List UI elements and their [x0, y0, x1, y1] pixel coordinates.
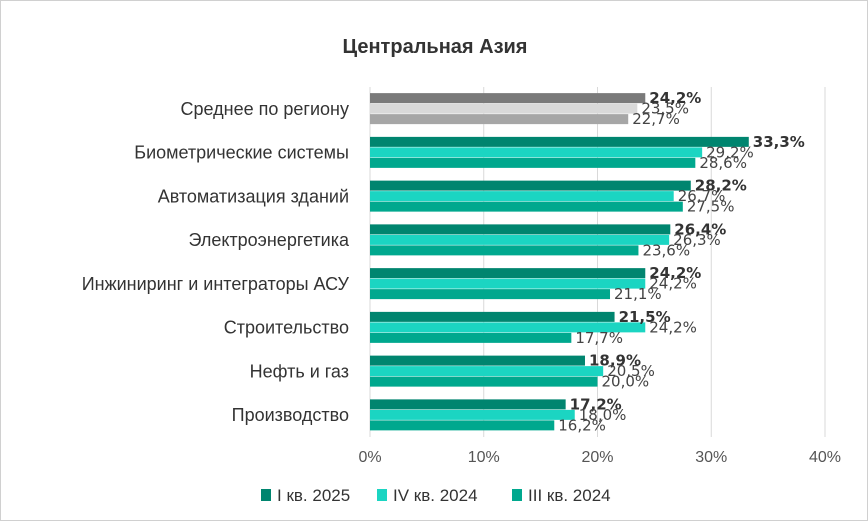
data-label: 17,2%	[570, 395, 622, 413]
category-label: Среднее по региону	[181, 99, 349, 119]
x-tick-label: 10%	[468, 449, 500, 466]
data-label: 17,7%	[575, 329, 623, 347]
bar	[370, 376, 598, 387]
data-label: 26,7%	[678, 187, 726, 205]
legend-swatch	[512, 489, 522, 501]
data-label: 24,2%	[649, 318, 697, 336]
bar	[370, 157, 696, 168]
legend-label: III кв. 2024	[528, 486, 611, 505]
bars	[370, 93, 749, 431]
data-label: 24,2%	[649, 89, 701, 107]
legend-item: I кв. 2025	[261, 486, 350, 505]
bar	[370, 268, 646, 279]
bar	[370, 355, 585, 366]
category-labels: Среднее по региону Биометрические системы…	[82, 99, 350, 425]
data-label: 27,5%	[687, 198, 735, 216]
data-label: 20,0%	[602, 373, 650, 391]
bar	[370, 366, 604, 377]
bar	[370, 191, 674, 202]
data-label: 29,2%	[706, 143, 754, 161]
data-label: 33,3%	[753, 133, 805, 151]
bar	[370, 289, 611, 300]
bar	[370, 245, 639, 256]
category-label: Строительство	[224, 318, 349, 338]
category-label: Автоматизация зданий	[158, 186, 349, 206]
x-tick-label: 20%	[581, 449, 613, 466]
legend-item: IV кв. 2024	[377, 486, 478, 505]
data-label: 23,6%	[642, 241, 690, 259]
legend-swatch	[377, 489, 387, 501]
data-label: 26,4%	[674, 220, 726, 238]
data-label: 24,2%	[649, 275, 697, 293]
data-label: 26,3%	[673, 231, 721, 249]
bar	[370, 399, 566, 410]
value-labels: 24,2%23,5%22,7%33,3%29,2%28,6%28,2%26,7%…	[558, 89, 805, 434]
bar	[370, 224, 671, 235]
data-label: 28,2%	[695, 177, 747, 195]
bar	[370, 322, 646, 333]
data-label: 21,1%	[614, 285, 662, 303]
bar	[370, 420, 555, 431]
x-tick-label: 0%	[358, 449, 381, 466]
data-label: 22,7%	[632, 110, 680, 128]
bar	[370, 180, 691, 191]
data-label: 18,9%	[589, 352, 641, 370]
category-label: Нефть и газ	[250, 361, 349, 381]
data-label: 18,0%	[579, 406, 627, 424]
bar	[370, 201, 683, 212]
bar	[370, 332, 572, 343]
bar	[370, 234, 670, 245]
data-label: 16,2%	[558, 416, 606, 434]
data-label: 28,6%	[699, 154, 747, 172]
bar	[370, 103, 638, 114]
legend-label: I кв. 2025	[277, 486, 350, 505]
x-tick-label: 40%	[809, 449, 841, 466]
bar	[370, 93, 646, 104]
data-label: 20,5%	[607, 362, 655, 380]
x-tick-label: 30%	[695, 449, 727, 466]
chart-title: Центральная Азия	[343, 36, 528, 58]
legend: I кв. 2025 IV кв. 2024 III кв. 2024	[261, 486, 611, 505]
data-label: 21,5%	[619, 308, 671, 326]
bar	[370, 147, 703, 158]
x-axis-ticks: 0% 10% 20% 30% 40%	[358, 449, 841, 466]
category-label: Инжиниринг и интеграторы АСУ	[82, 274, 350, 294]
bar	[370, 278, 646, 289]
bar	[370, 311, 615, 322]
category-label: Биометрические системы	[134, 143, 349, 163]
legend-item: III кв. 2024	[512, 486, 611, 505]
category-label: Производство	[232, 405, 349, 425]
data-label: 24,2%	[649, 264, 701, 282]
bar	[370, 409, 575, 420]
bar	[370, 114, 629, 125]
legend-swatch	[261, 489, 271, 501]
category-label: Электроэнергетика	[188, 230, 349, 250]
data-label: 23,5%	[641, 100, 689, 118]
bar	[370, 136, 749, 147]
legend-label: IV кв. 2024	[393, 486, 478, 505]
